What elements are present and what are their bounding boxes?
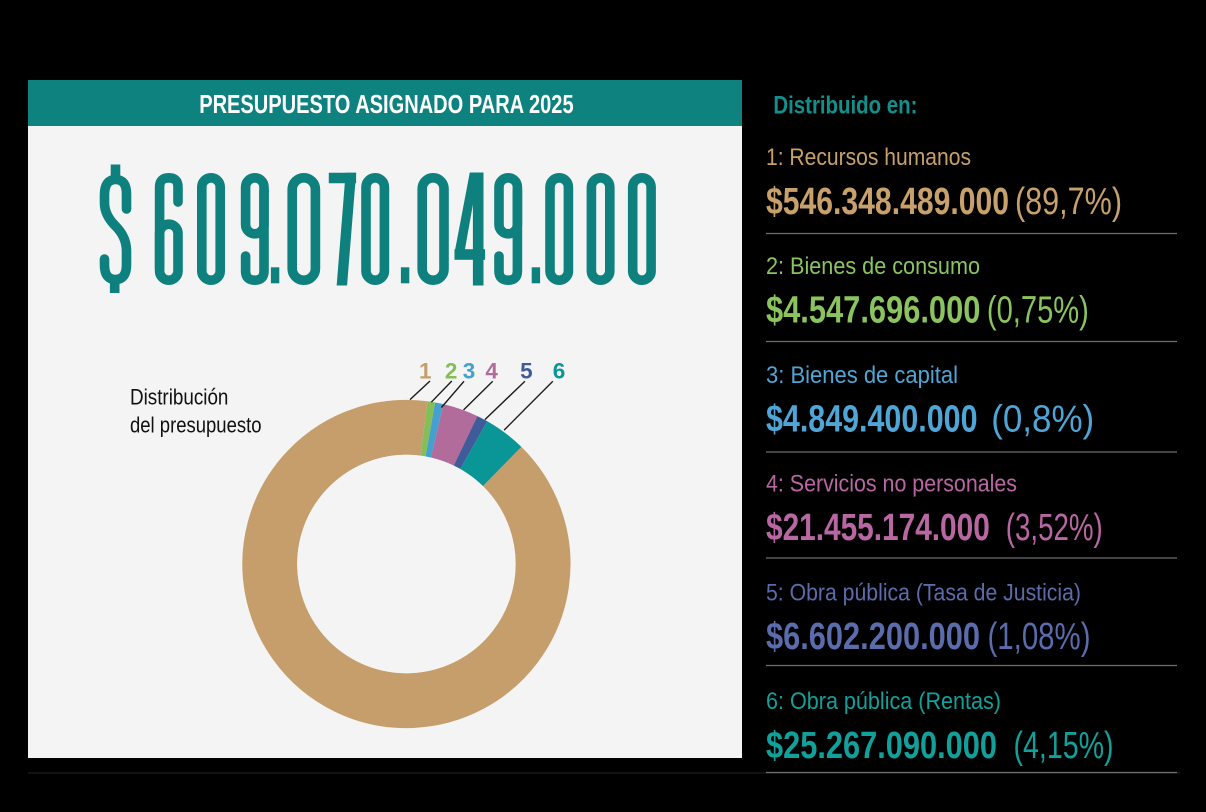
svg-text:6: 6 [553,359,566,384]
svg-text:(0,8%): (0,8%) [991,397,1094,439]
svg-text:2: Bienes de consumo: 2: Bienes de consumo [766,253,980,280]
svg-text:$25.267.090.000: $25.267.090.000 [766,724,997,766]
svg-text:2: 2 [445,359,458,384]
svg-text:1: Recursos humanos: 1: Recursos humanos [766,144,971,171]
svg-text:$6.602.200.000: $6.602.200.000 [766,615,980,657]
svg-text:del presupuesto: del presupuesto [130,413,262,438]
svg-text:(4,15%): (4,15%) [1014,724,1114,766]
svg-text:5: 5 [520,359,533,384]
svg-text:4: 4 [485,359,498,384]
svg-text:(89,7%): (89,7%) [1015,180,1122,222]
svg-text:(3,52%): (3,52%) [1006,506,1103,548]
svg-text:Distribuido en:: Distribuido en: [773,92,917,119]
svg-text:1: 1 [419,359,432,384]
svg-text:PRESUPUESTO ASIGNADO PARA 2025: PRESUPUESTO ASIGNADO PARA 2025 [199,89,573,119]
svg-text:$21.455.174.000: $21.455.174.000 [766,506,990,548]
svg-text:4: Servicios no personales: 4: Servicios no personales [766,471,1017,498]
svg-text:5: Obra pública (Tasa de Justi: 5: Obra pública (Tasa de Justicia) [766,579,1081,606]
svg-text:$4.547.696.000: $4.547.696.000 [766,289,980,331]
svg-text:$546.348.489.000: $546.348.489.000 [766,180,1009,222]
svg-text:(0,75%): (0,75%) [987,289,1089,331]
svg-text:$4.849.400.000: $4.849.400.000 [766,397,978,439]
svg-text:(1,08%): (1,08%) [988,615,1091,657]
svg-text:3: 3 [463,359,476,384]
svg-text:6: Obra pública (Rentas): 6: Obra pública (Rentas) [766,688,1001,715]
svg-text:3: Bienes de capital: 3: Bienes de capital [766,362,958,389]
svg-text:Distribución: Distribución [130,385,228,410]
